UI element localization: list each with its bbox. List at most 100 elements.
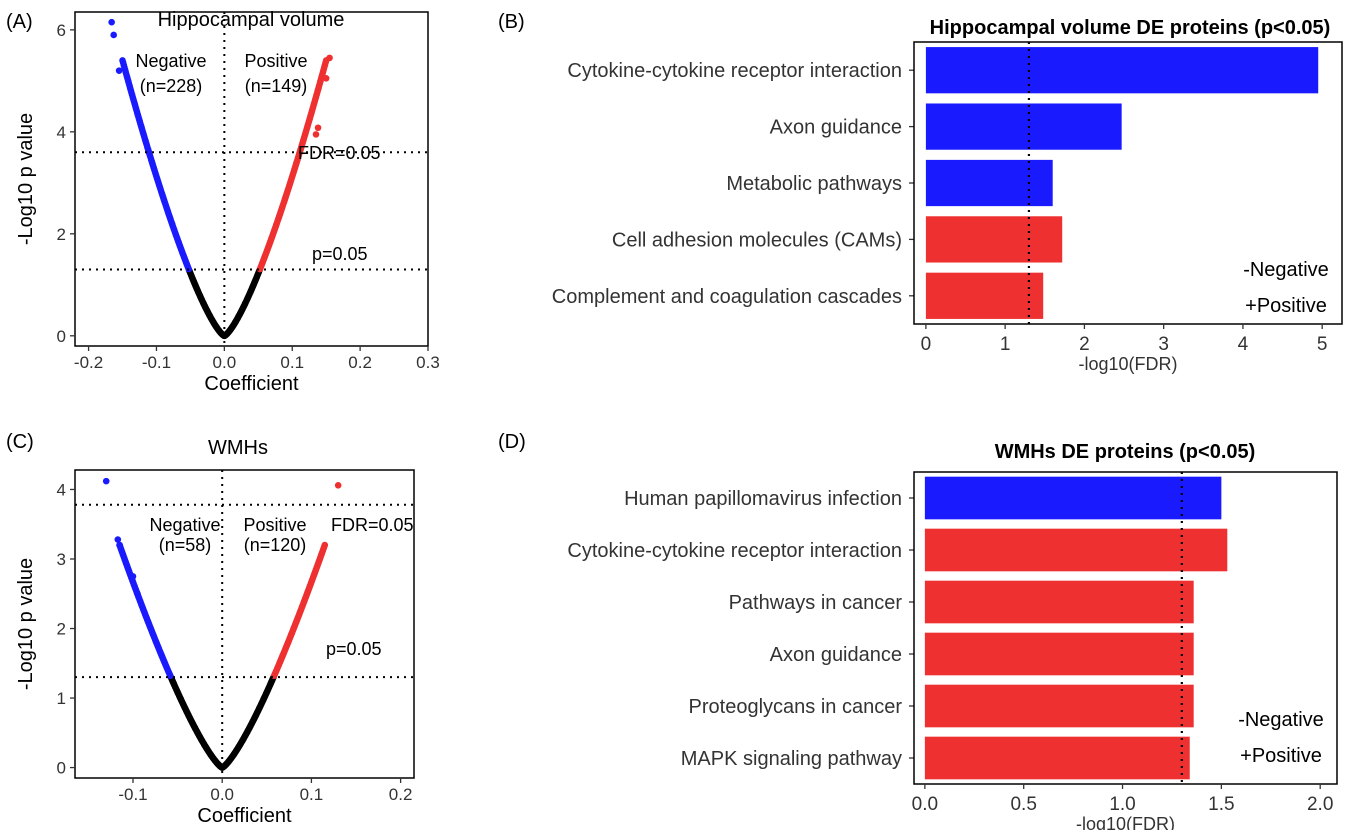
category-label: MAPK signaling pathway	[681, 748, 902, 770]
data-point	[102, 477, 110, 485]
plot-frame	[913, 471, 1338, 785]
positive-label: Positive	[244, 51, 307, 71]
panel-label: (C)	[6, 431, 34, 453]
category-label: Axon guidance	[770, 644, 902, 666]
x-tick-label: 0.0	[213, 353, 237, 372]
chart-title: WMHs DE proteins (p<0.05)	[995, 441, 1256, 463]
negative-count: (n=228)	[140, 76, 203, 96]
x-tick-label: -0.1	[118, 785, 147, 804]
panel-A: (A) Hippocampal volume Negative (n=228) Posi…	[6, 9, 440, 395]
bar	[925, 159, 1053, 207]
legend-negative: -Negative	[1243, 259, 1329, 281]
positive-label: Positive	[243, 515, 306, 535]
x-tick-label: 1.5	[1208, 794, 1234, 815]
x-tick-label: 0.1	[300, 785, 324, 804]
x-tick-label: 0.0	[912, 794, 938, 815]
data-point	[129, 573, 137, 580]
category-label: Pathways in cancer	[729, 592, 903, 614]
y-axis-label: -Log10 p value	[15, 558, 37, 690]
data-point	[312, 131, 320, 138]
x-tick-label: 2	[1079, 334, 1090, 355]
chart-title: Hippocampal volume	[158, 9, 345, 31]
bar	[924, 736, 1190, 780]
data-point	[334, 481, 342, 489]
y-tick-label: 0	[57, 327, 66, 346]
bar	[925, 216, 1063, 263]
x-tick-label: 0.2	[389, 785, 413, 804]
data-point	[314, 124, 322, 132]
x-tick-label: 1	[1000, 334, 1011, 355]
negative-count: (n=58)	[159, 535, 212, 555]
y-tick-label: 1	[57, 689, 66, 708]
p-label: p=0.05	[326, 639, 382, 659]
data-point	[119, 57, 126, 64]
bars	[924, 476, 1228, 780]
x-tick-label: 0.3	[416, 353, 440, 372]
plot-frame	[74, 11, 429, 347]
y-tick-label: 4	[57, 123, 66, 142]
panel-B: (B) Hippocampal volume DE proteins (p<0.0…	[498, 11, 1343, 374]
category-label: Complement and coagulation cascades	[552, 286, 902, 308]
x-tick-label: -0.1	[142, 353, 171, 372]
y-axis-label: -Log10 p value	[15, 113, 37, 245]
chart-title: WMHs	[208, 437, 268, 459]
x-tick-label: 1.0	[1109, 794, 1135, 815]
x-tick-label: 4	[1238, 334, 1249, 355]
y-tick-label: 0	[57, 759, 66, 778]
category-label: Axon guidance	[770, 117, 902, 139]
bar	[924, 528, 1228, 572]
data-point	[114, 536, 122, 543]
chart-title: Hippocampal volume DE proteins (p<0.05)	[930, 17, 1331, 39]
bar	[924, 632, 1194, 676]
y-tick-label: 3	[57, 550, 66, 569]
positive-count: (n=120)	[244, 535, 307, 555]
data-point	[110, 31, 117, 39]
p-label: p=0.05	[312, 244, 368, 264]
plot-frame	[913, 41, 1343, 325]
category-label: Metabolic pathways	[726, 173, 902, 195]
data-point	[322, 74, 330, 82]
y-tick-label: 2	[57, 620, 66, 639]
panel-C: (C) WMHs Negative(n=58) Positive(n=120) FDR=…	[6, 431, 415, 827]
bar	[925, 47, 1319, 94]
x-axis-label: -log10(FDR)	[1078, 354, 1177, 374]
x-axis-label: -log10(FDR)	[1076, 814, 1175, 830]
bar	[924, 476, 1222, 520]
category-label: Proteoglycans in cancer	[689, 696, 903, 718]
category-label: Cytokine-cytokine receptor interaction	[567, 540, 902, 562]
negative-label: Negative	[135, 51, 206, 71]
fdr-label: FDR=0.05	[331, 515, 414, 535]
x-tick-label: 0.1	[280, 353, 304, 372]
x-tick-label: 3	[1158, 334, 1169, 355]
x-axis-label: Coefficient	[204, 373, 299, 395]
negative-label: Negative	[149, 515, 220, 535]
bar	[924, 684, 1194, 728]
bars	[925, 47, 1319, 319]
legend-negative: -Negative	[1238, 709, 1324, 731]
legend-positive: +Positive	[1245, 295, 1327, 317]
x-tick-label: 0.5	[1010, 794, 1036, 815]
x-tick-label: 0.0	[210, 785, 234, 804]
y-tick-label: 6	[57, 21, 66, 40]
bar	[924, 580, 1194, 624]
category-label: Cytokine-cytokine receptor interaction	[567, 60, 902, 82]
category-label: Human papillomavirus infection	[624, 488, 902, 510]
data-point	[115, 67, 123, 74]
x-tick-label: -0.2	[74, 353, 103, 372]
category-label: Cell adhesion molecules (CAMs)	[612, 229, 902, 251]
x-tick-label: 0.2	[348, 353, 372, 372]
bar	[925, 272, 1044, 319]
panel-label: (A)	[6, 11, 33, 33]
fdr-label: FDR=0.05	[298, 143, 381, 163]
data-points	[102, 477, 342, 771]
data-point	[108, 18, 115, 26]
legend-positive: +Positive	[1240, 745, 1322, 767]
panel-label: (B)	[498, 11, 525, 33]
data-point	[326, 54, 333, 62]
positive-count: (n=149)	[245, 76, 308, 96]
x-tick-label: 5	[1317, 334, 1328, 355]
panel-D: (D) WMHs DE proteins (p<0.05) Human papill…	[498, 431, 1338, 830]
x-tick-label: 2.0	[1307, 794, 1333, 815]
x-tick-label: 0	[921, 334, 932, 355]
